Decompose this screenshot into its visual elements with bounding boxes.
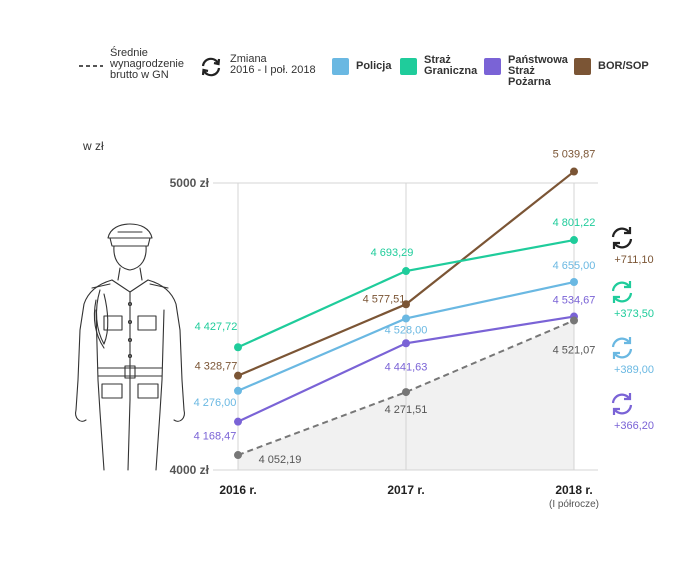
legend-label-straz-graniczna: Straż Graniczna (424, 54, 478, 77)
data-label: 4 052,19 (259, 454, 302, 466)
data-point (402, 267, 410, 276)
data-label: 4 521,07 (553, 344, 596, 356)
change-value: +366,20 (614, 420, 654, 432)
data-point (234, 451, 242, 460)
x-tick-label: 2018 r. (555, 483, 592, 497)
legend-dashed-line-icon (79, 65, 103, 67)
data-point (402, 388, 410, 397)
change-cycle-arrow (614, 404, 633, 415)
data-point (234, 371, 242, 380)
x-tick-label: 2016 r. (219, 483, 256, 497)
data-point (570, 236, 578, 245)
change-cycle-arrow (614, 348, 633, 359)
legend-swatch-bor-sop (574, 58, 591, 75)
legend-label-psp: Państwowa Straż Pożarna (508, 54, 568, 88)
legend-swatch-straz-graniczna (400, 58, 417, 75)
data-label: 4 441,63 (385, 361, 428, 373)
change-cycle-arrow (612, 295, 620, 303)
legend-avg-label: Średnie wynagrodzenie brutto w GN (110, 47, 184, 81)
data-point (234, 386, 242, 395)
change-cycle-arrow (624, 281, 632, 289)
data-label: 4 693,29 (371, 247, 414, 259)
data-point (234, 343, 242, 352)
change-cycle-arrow (611, 393, 630, 404)
data-label: 4 528,00 (385, 324, 428, 336)
data-point (402, 339, 410, 348)
x-tick-sublabel: (I półrocze) (549, 499, 599, 510)
change-cycle-arrow (624, 393, 632, 401)
change-cycle-arrow (612, 241, 620, 249)
legend-swatch-psp (484, 58, 501, 75)
data-label: 4 577,51 (363, 293, 406, 305)
change-cycle-icon (611, 393, 633, 415)
data-label: 4 271,51 (385, 404, 428, 416)
change-cycle-arrow (611, 337, 630, 348)
legend-label-policja: Policja (356, 60, 392, 72)
change-cycle-arrow (614, 292, 633, 303)
unit-label: w zł (82, 139, 104, 153)
change-cycle-icon (611, 337, 633, 359)
data-label: 4 427,72 (195, 321, 238, 333)
change-value: +711,10 (614, 254, 653, 266)
data-label: 4 801,22 (553, 217, 596, 229)
change-value: +389,00 (614, 364, 654, 376)
data-point (234, 417, 242, 426)
series-line (237, 319, 575, 456)
legend-label-bor-sop: BOR/SOP (598, 60, 649, 72)
data-label: 4 655,00 (553, 260, 596, 272)
y-tick-label: 4000 zł (170, 463, 210, 477)
change-cycle-icon (611, 227, 633, 249)
change-cycle-arrow (611, 227, 630, 238)
legend-change-label: Zmiana 2016 - I poł. 2018 (230, 53, 316, 76)
change-value: +373,50 (614, 308, 654, 320)
data-point (570, 167, 578, 176)
data-label: 4 534,67 (553, 295, 596, 307)
change-cycle-icon (611, 281, 633, 303)
change-cycle-arrow (614, 238, 633, 249)
change-cycle-arrow (624, 227, 632, 235)
change-cycle-arrow (612, 407, 620, 415)
change-cycle-arrow (612, 351, 620, 359)
x-tick-label: 2017 r. (387, 483, 424, 497)
data-label: 4 328,77 (195, 361, 238, 373)
data-label: 5 039,87 (553, 149, 596, 161)
change-cycle-arrow (624, 337, 632, 345)
data-point (570, 278, 578, 287)
data-label: 4 168,47 (194, 431, 237, 443)
change-cycle-arrow (611, 281, 630, 292)
data-point (402, 300, 410, 309)
change-cycle-icon (201, 57, 221, 77)
y-tick-label: 5000 zł (170, 176, 210, 190)
data-point (570, 316, 578, 325)
data-point (402, 314, 410, 323)
legend-swatch-policja (332, 58, 349, 75)
data-label: 4 276,00 (194, 397, 237, 409)
officer-illustration (75, 223, 185, 471)
